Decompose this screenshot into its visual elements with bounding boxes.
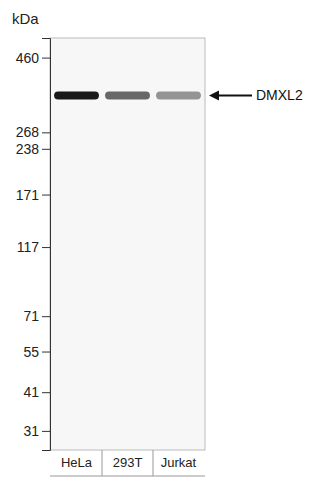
tick: 268 [16,124,50,140]
tick: 117 [17,239,50,255]
lane-separator [152,450,153,476]
tick-label: 268 [16,124,40,140]
tick: 171 [16,187,50,203]
arrow-shaft [216,94,252,96]
tick: 71 [23,308,50,324]
figure: 460 268238 171 117 71 55 41 31 kDa HeLa 293T Jurkat… [0,0,317,503]
tick: HeLa [61,450,93,470]
y-axis: 460 268238 171 117 71 55 41 31 [16,39,51,451]
tick: 31 [23,423,50,439]
tick-label: 31 [23,423,39,439]
blot-frame [50,38,205,450]
tick: Jurkat [161,450,197,470]
tick-mark [42,149,50,150]
lane-baseline [50,476,205,477]
tick-mark [42,58,50,59]
band [105,91,150,99]
lane-separator [102,450,103,476]
tick-mark [42,431,50,432]
band [156,91,201,99]
tick-label: 55 [23,344,39,360]
tick: 238 [16,141,50,157]
tick: 55 [23,344,50,360]
lane-label: 293T [113,455,143,470]
tick-mark [42,316,50,317]
tick-mark [42,132,50,133]
tick-mark [42,392,50,393]
tick: 41 [23,384,50,400]
tick-mark [42,195,50,196]
tick-label: 71 [23,308,39,324]
axis-line [42,39,51,451]
tick-label: 117 [17,239,40,255]
tick-label: 171 [16,187,40,203]
lane-label: HeLa [61,455,93,470]
x-axis: HeLa 293T Jurkat [61,450,197,470]
tick-label: 460 [16,50,40,66]
plot-area [54,91,201,99]
tick-mark [42,247,50,248]
tick-mark [42,352,50,353]
arrow-head [209,90,219,100]
tick-label: 41 [23,384,39,400]
band-label: DMXL2 [256,87,303,103]
tick: 460 [16,50,50,66]
tick: 293T [113,450,143,470]
lane-label: Jurkat [161,455,197,470]
axis-title: kDa [12,10,39,27]
tick-label: 238 [16,141,40,157]
band [54,91,99,99]
